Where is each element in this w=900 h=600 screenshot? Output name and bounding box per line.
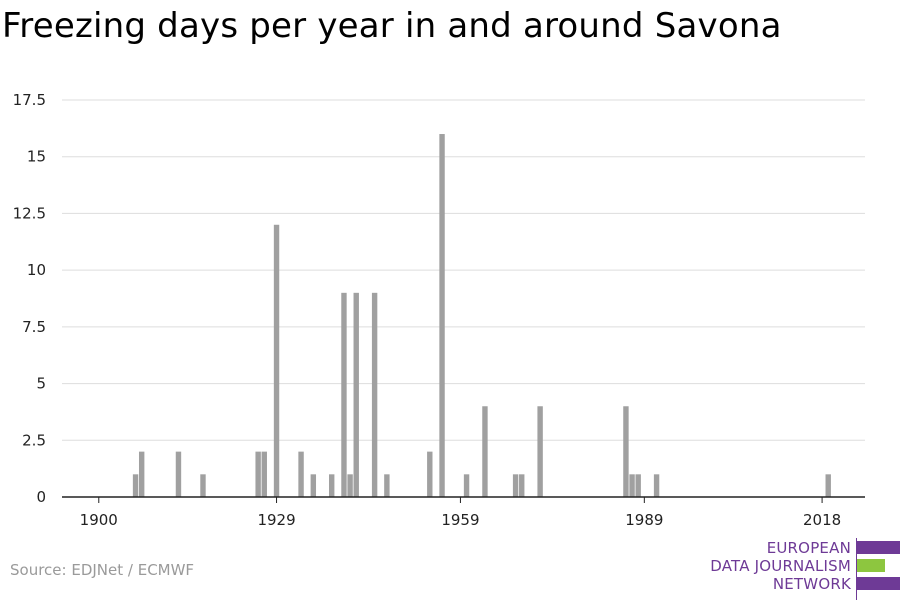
bar: [537, 406, 543, 497]
bar: [341, 292, 347, 497]
bar: [519, 474, 525, 497]
bar: [175, 451, 182, 497]
bar: [138, 451, 145, 497]
y-tick-label: 10: [27, 261, 46, 279]
y-tick-label: 5: [36, 375, 46, 393]
logo-divider: [856, 538, 857, 600]
logo-text-line1: EUROPEAN: [766, 539, 851, 557]
axes: 0 2.5 5 7.5 10 12.5 15 17.5 1900 1929 1959 1989 2018: [13, 91, 865, 529]
bar: [353, 292, 359, 497]
bar: [463, 474, 470, 497]
x-tick-label: 1900: [80, 511, 118, 529]
bar: [329, 474, 335, 497]
bar: [439, 134, 445, 497]
bar: [310, 474, 317, 497]
logo-purple-bar: [857, 541, 900, 554]
bar: [512, 474, 519, 497]
logo-text-line3: NETWORK: [772, 575, 851, 593]
bar: [371, 292, 378, 497]
bar: [132, 474, 139, 497]
bar: [427, 451, 433, 497]
edjnet-logo: EUROPEAN DATA JOURNALISM NETWORK: [700, 538, 900, 600]
chart-title: Freezing days per year in and around Sav…: [2, 6, 782, 46]
bar: [298, 451, 304, 497]
y-tick-label: 17.5: [13, 91, 46, 109]
bar: [635, 474, 641, 497]
x-tick-label: 1929: [257, 511, 295, 529]
bars: [132, 134, 831, 497]
logo-green-bar: [857, 559, 885, 572]
bar: [629, 474, 635, 497]
logo-text-line2: DATA JOURNALISM: [710, 557, 851, 575]
gridlines: [62, 99, 865, 441]
bar: [482, 406, 488, 497]
y-tick-label: 7.5: [22, 318, 46, 336]
bar: [261, 451, 267, 497]
bar-chart: 0 2.5 5 7.5 10 12.5 15 17.5 1900 1929 1959 1989 2018: [13, 91, 865, 529]
bar: [273, 224, 280, 497]
x-tick-label: 1959: [441, 511, 479, 529]
y-tick-label: 0: [36, 488, 46, 506]
bar: [623, 406, 629, 497]
x-tick-label: 2018: [803, 511, 841, 529]
bar: [200, 474, 206, 497]
bar: [347, 474, 353, 497]
source-note: Source: EDJNet / ECMWF: [10, 561, 195, 579]
bar: [384, 474, 390, 497]
bar: [825, 474, 831, 497]
x-tick-label: 1989: [625, 511, 663, 529]
bar: [255, 451, 261, 497]
bar: [653, 474, 660, 497]
y-tick-label: 15: [27, 148, 46, 166]
y-tick-label: 2.5: [22, 431, 46, 449]
logo-purple-bar: [857, 577, 900, 590]
y-tick-label: 12.5: [13, 204, 46, 222]
